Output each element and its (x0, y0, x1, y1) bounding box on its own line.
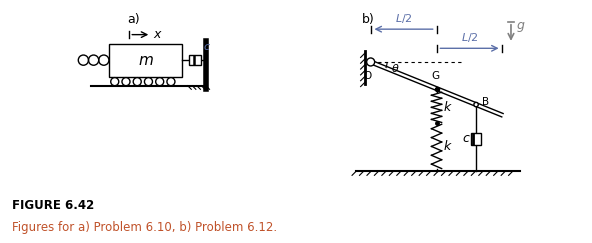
Text: b): b) (362, 13, 374, 26)
Circle shape (133, 78, 141, 86)
Circle shape (144, 78, 153, 86)
Text: $L/2$: $L/2$ (461, 31, 478, 44)
Bar (471, 133, 481, 145)
Text: O: O (363, 71, 371, 81)
Text: $m$: $m$ (138, 53, 154, 68)
Text: FIGURE 6.42: FIGURE 6.42 (12, 199, 94, 212)
Text: Figures for a) Problem 6.10, b) Problem 6.12.: Figures for a) Problem 6.10, b) Problem … (12, 221, 277, 234)
Circle shape (156, 78, 164, 86)
Bar (110, 44, 182, 77)
Circle shape (167, 78, 175, 86)
Text: $c$: $c$ (462, 132, 471, 145)
Text: a): a) (127, 13, 140, 26)
Circle shape (122, 78, 130, 86)
Bar (189, 55, 201, 65)
Circle shape (111, 78, 119, 86)
Text: $L/2$: $L/2$ (395, 12, 413, 25)
Text: $k$: $k$ (443, 100, 453, 114)
Text: $g$: $g$ (516, 20, 526, 34)
Text: $k$: $k$ (443, 139, 453, 153)
Text: $c$: $c$ (204, 42, 211, 52)
Text: $x$: $x$ (153, 28, 163, 41)
Circle shape (366, 58, 375, 66)
Text: G: G (432, 71, 440, 81)
Circle shape (474, 102, 478, 107)
Text: $\theta$: $\theta$ (391, 62, 399, 74)
Text: B: B (482, 97, 490, 107)
